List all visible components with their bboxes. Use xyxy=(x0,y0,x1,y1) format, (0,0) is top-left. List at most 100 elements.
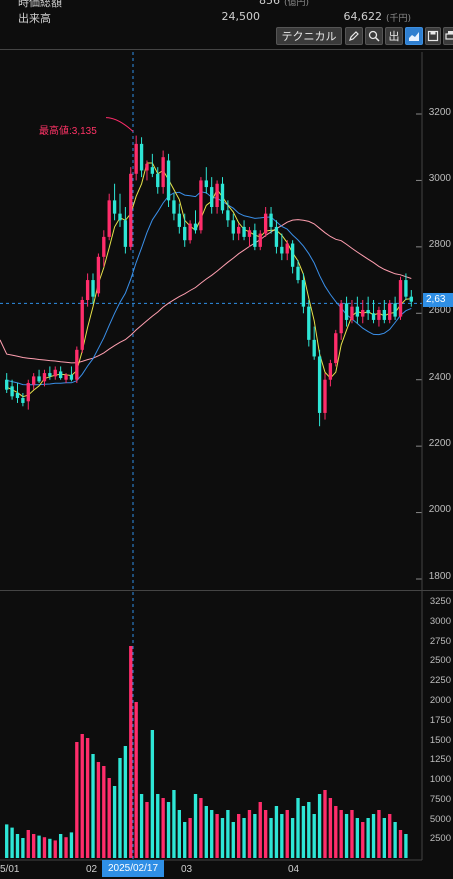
candle-body xyxy=(10,386,14,397)
pane-divider xyxy=(0,590,453,591)
candle-body xyxy=(37,376,41,382)
volume-bar xyxy=(296,798,300,858)
volume-bar xyxy=(220,818,225,858)
candle-body xyxy=(96,256,101,294)
candle-body xyxy=(177,213,182,227)
x-axis-label: 02 xyxy=(86,864,98,875)
volume-bar xyxy=(69,832,74,858)
volume-tick: 2500 xyxy=(429,833,451,844)
technical-button-label: テクニカル xyxy=(281,30,337,43)
volume-bar xyxy=(102,766,106,858)
volume-bar xyxy=(393,822,397,858)
volume-bar xyxy=(361,822,365,858)
candle-body xyxy=(388,303,392,320)
candle-body xyxy=(301,280,306,307)
ma-long-line xyxy=(0,219,412,364)
x-axis-label: 03 xyxy=(181,864,193,875)
volume-bar xyxy=(226,810,230,858)
volume-bar xyxy=(290,818,295,858)
volume-bar xyxy=(129,646,133,858)
candle-body xyxy=(102,236,106,257)
volume-bar xyxy=(31,834,36,858)
candle-body xyxy=(91,280,95,297)
ma-short-line xyxy=(6,162,412,398)
volume-tick: 1750 xyxy=(429,715,451,726)
price-tick: 1800 xyxy=(428,571,451,582)
candle-body xyxy=(123,220,128,247)
volume-bar xyxy=(183,822,187,858)
volume-bar xyxy=(64,837,68,858)
volume-bar xyxy=(350,810,354,858)
pencil-icon[interactable] xyxy=(345,27,363,45)
volume-tick: 2250 xyxy=(429,675,451,686)
candle-body xyxy=(26,383,30,402)
volume-tick: 1000 xyxy=(429,774,451,785)
volume-bar xyxy=(236,814,241,858)
volume-bar xyxy=(199,798,203,858)
candle-body xyxy=(42,373,47,382)
candle-body xyxy=(129,173,133,247)
volume-tick: 5000 xyxy=(429,814,451,825)
area-chart-icon[interactable] xyxy=(405,27,423,45)
candle-body xyxy=(263,213,268,234)
volume-bar xyxy=(307,802,311,858)
candle-body xyxy=(317,356,322,413)
volume-bar xyxy=(161,798,165,858)
candle-body xyxy=(328,363,333,380)
candle-body xyxy=(188,223,192,241)
price-tick: 2800 xyxy=(428,239,451,250)
candle-body xyxy=(409,296,413,302)
candle-body xyxy=(258,233,262,247)
candle-body xyxy=(172,200,176,214)
turnover-value: 64,622 xyxy=(343,10,383,23)
output-button-label: 出 xyxy=(388,30,400,43)
candle-body xyxy=(366,309,370,314)
volume-bar xyxy=(193,794,198,858)
volume-bar xyxy=(317,794,322,858)
high-price-annotation: 最高値:3,135 xyxy=(39,126,97,137)
volume-tick: 2000 xyxy=(429,695,451,706)
candle-body xyxy=(285,243,289,254)
volume-bar xyxy=(15,834,20,858)
price-tick: 3200 xyxy=(428,107,451,118)
candle-body xyxy=(242,226,246,237)
candle-body xyxy=(139,143,144,171)
volume-bar xyxy=(177,810,182,858)
volume-bar xyxy=(258,802,262,858)
candle-body xyxy=(334,333,338,364)
technical-button[interactable]: テクニカル xyxy=(276,27,342,45)
ma-mid-line xyxy=(6,191,412,386)
volume-bar xyxy=(328,798,333,858)
volume-bar xyxy=(377,810,381,858)
candle-body xyxy=(58,371,63,379)
volume-bar xyxy=(156,794,160,858)
volume-bar xyxy=(371,814,376,858)
volume-bar xyxy=(21,838,25,858)
volume-bar xyxy=(5,824,9,858)
candle-body xyxy=(161,157,165,188)
volume-bar xyxy=(10,827,14,858)
price-tick: 2000 xyxy=(428,504,451,515)
price-axis: 3200 3000 2800 2600 2400 2200 2000 1800 xyxy=(423,0,453,590)
volume-bar xyxy=(172,790,176,858)
candle-body xyxy=(355,306,360,317)
volume-tick: 3250 xyxy=(429,596,451,607)
print-icon[interactable] xyxy=(443,27,453,45)
volume-bar xyxy=(48,838,52,858)
volume-bar xyxy=(312,814,316,858)
volume-bar xyxy=(123,746,128,858)
candle-body xyxy=(290,243,295,267)
volume-tick: 2500 xyxy=(429,655,451,666)
volume-bar xyxy=(26,830,30,858)
candle-body xyxy=(15,393,20,398)
candle-body xyxy=(21,397,25,403)
volume-bar xyxy=(247,810,252,858)
output-button[interactable]: 出 xyxy=(385,27,403,45)
candle-body xyxy=(226,210,230,221)
current-price-tag: 2,63 xyxy=(423,293,453,307)
candle-body xyxy=(377,309,381,320)
save-icon[interactable] xyxy=(425,27,441,45)
zoom-icon[interactable] xyxy=(365,27,383,45)
volume-bar xyxy=(150,730,155,858)
